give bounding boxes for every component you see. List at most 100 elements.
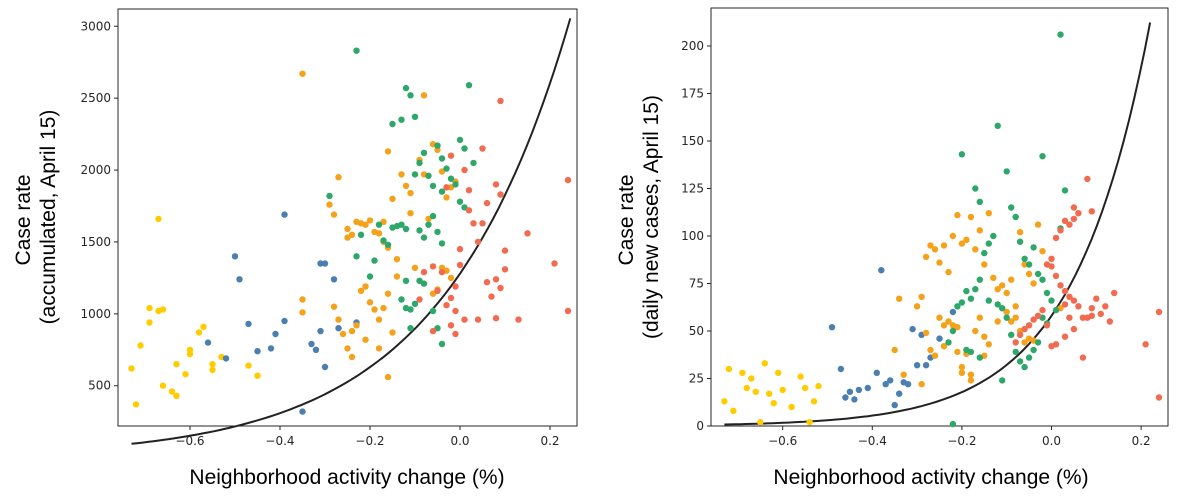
data-point <box>461 145 468 152</box>
data-point <box>407 189 414 197</box>
data-point <box>398 116 405 123</box>
data-point <box>1012 339 1019 346</box>
data-point <box>1030 316 1037 323</box>
data-point <box>1016 238 1024 245</box>
plot-frame <box>710 7 1169 427</box>
data-point <box>896 295 903 302</box>
data-point <box>447 175 455 182</box>
data-point <box>994 122 1001 129</box>
data-point <box>967 295 975 302</box>
data-point <box>438 240 446 247</box>
data-point <box>429 327 437 335</box>
data-point <box>927 346 934 354</box>
data-point <box>474 238 482 246</box>
data-point <box>497 284 504 292</box>
data-point <box>1021 363 1028 371</box>
data-point <box>1066 221 1073 228</box>
data-point <box>945 339 952 346</box>
y-tick-label: 25 <box>689 372 704 386</box>
data-point <box>958 363 966 371</box>
data-point <box>1048 263 1055 270</box>
y-axis-ticks: 500 1000 1500 2000 2500 3000 <box>80 19 118 393</box>
data-point <box>1052 306 1060 314</box>
data-point <box>438 340 446 348</box>
data-point <box>931 352 939 359</box>
data-point <box>1034 221 1042 228</box>
data-point <box>990 232 997 240</box>
data-point <box>766 390 773 397</box>
data-point <box>384 241 392 248</box>
data-point <box>958 299 966 306</box>
data-point <box>393 273 401 280</box>
data-point <box>1052 234 1060 242</box>
data-point <box>420 149 428 156</box>
data-point <box>335 325 342 332</box>
data-point <box>949 327 957 335</box>
data-point <box>788 403 795 411</box>
data-point <box>344 225 351 233</box>
data-point <box>245 362 252 369</box>
data-point <box>1034 339 1042 346</box>
data-point <box>564 176 572 184</box>
data-point <box>438 188 446 195</box>
scatter-points <box>721 31 1163 428</box>
x-axis-ticks: −0.6 −0.4 −0.2 0.0 0.2 <box>768 426 1151 448</box>
data-point <box>407 92 414 99</box>
data-point <box>497 191 504 198</box>
data-point <box>743 384 750 392</box>
data-point <box>416 296 423 303</box>
data-point <box>806 419 813 426</box>
data-point <box>1008 331 1015 338</box>
data-point <box>299 70 306 77</box>
data-point <box>1155 308 1163 316</box>
data-point <box>985 297 992 304</box>
y-axis-label-line-1: Case rate <box>615 174 638 265</box>
data-point <box>128 365 135 372</box>
y-tick-label: 1000 <box>80 307 111 321</box>
data-point <box>146 304 153 312</box>
data-point <box>501 266 509 273</box>
data-point <box>411 113 419 121</box>
data-point <box>896 390 903 397</box>
data-point <box>1111 289 1118 297</box>
data-point <box>878 267 885 274</box>
data-point <box>837 365 845 373</box>
data-point <box>985 210 992 217</box>
data-point <box>492 181 500 188</box>
data-point <box>931 246 939 253</box>
data-point <box>348 231 356 238</box>
data-point <box>1012 303 1019 310</box>
data-point <box>272 330 279 338</box>
y-tick-label: 75 <box>689 277 704 291</box>
data-point <box>335 174 342 181</box>
data-point <box>236 276 243 283</box>
x-tick-label: 0.2 <box>540 434 559 448</box>
data-point <box>1012 348 1019 356</box>
data-point <box>887 377 894 384</box>
data-point <box>384 290 392 297</box>
data-point <box>958 369 966 376</box>
data-point <box>470 220 477 227</box>
data-point <box>443 184 450 191</box>
data-point <box>420 92 428 99</box>
data-point <box>994 286 1001 293</box>
data-point <box>1039 153 1046 160</box>
data-point <box>456 261 464 269</box>
data-point <box>222 355 230 362</box>
data-point <box>465 207 473 214</box>
data-point <box>1142 341 1149 348</box>
data-point <box>976 227 983 234</box>
x-axis-label: Neighborhood activity change (%) <box>189 466 504 489</box>
data-point <box>515 316 522 323</box>
data-point <box>918 293 925 300</box>
data-point <box>922 253 930 261</box>
data-point <box>936 335 943 342</box>
data-point <box>940 322 948 329</box>
data-point <box>1039 276 1046 283</box>
data-point <box>461 166 468 174</box>
y-tick-label: 50 <box>689 324 704 338</box>
data-point <box>922 329 930 337</box>
data-point <box>429 212 437 220</box>
data-point <box>922 362 930 369</box>
data-point <box>474 316 482 323</box>
